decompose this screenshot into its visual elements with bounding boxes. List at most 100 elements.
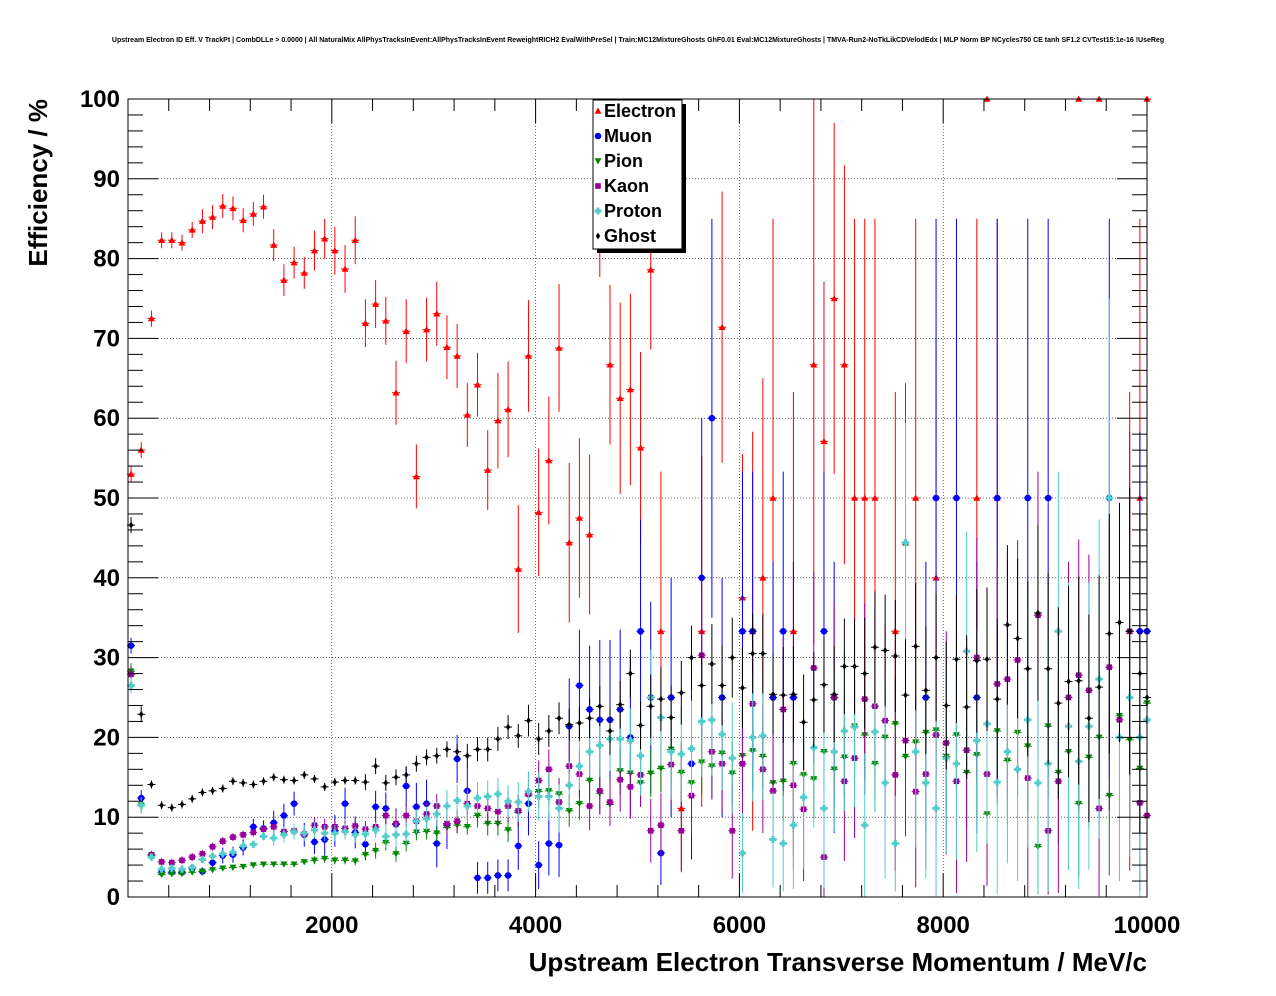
kaon-point (260, 826, 267, 832)
pion-point (423, 828, 431, 836)
electron-point (453, 352, 461, 359)
pion-point (575, 800, 583, 808)
proton-point (341, 828, 349, 836)
ghost-point (913, 642, 918, 650)
ghost-point (577, 719, 582, 727)
proton-point (178, 865, 186, 873)
legend-marker-kaon (595, 183, 601, 189)
legend-label-proton: Proton (604, 201, 662, 221)
electron-point (575, 514, 583, 521)
muon-point (311, 838, 318, 846)
electron-point (810, 361, 818, 368)
proton-point (779, 840, 787, 848)
ghost-point (454, 748, 460, 756)
ghost-point (1096, 683, 1102, 691)
proton-point (881, 779, 889, 787)
muon-point (372, 803, 379, 811)
electron-point (626, 385, 634, 393)
pion-point (321, 855, 329, 863)
pion-point (300, 859, 308, 866)
electron-point (209, 213, 217, 220)
muon-point (779, 627, 787, 635)
muon-point (708, 414, 716, 422)
legend-label-muon: Muon (604, 126, 652, 146)
kaon-point (158, 859, 165, 865)
proton-point (198, 855, 206, 863)
muon-point (362, 841, 369, 848)
muon-point (402, 782, 410, 790)
ghost-point (322, 783, 327, 791)
pion-point (657, 765, 665, 773)
y-tick-label: 30 (93, 645, 120, 672)
electron-point (321, 235, 329, 242)
electron-point (555, 344, 563, 351)
proton-point (851, 723, 859, 731)
legend: Electron Muon Pion Kaon Proton Ghost (592, 99, 686, 253)
ghost-point (302, 771, 307, 779)
kaon-point (403, 812, 409, 819)
electron-point (871, 494, 879, 501)
electron-point (647, 266, 655, 273)
muon-point (1044, 494, 1052, 502)
muon-point (555, 841, 563, 849)
muon-point (494, 872, 502, 879)
legend-box (592, 99, 683, 250)
kaon-point (444, 820, 450, 827)
electron-point (494, 417, 502, 424)
pion-point (586, 777, 594, 784)
y-axis-title: Efficiency / % (23, 99, 53, 267)
ghost-point (271, 773, 276, 781)
ghost-point (740, 684, 745, 692)
electron-point (341, 265, 349, 272)
pion-point (239, 863, 247, 871)
muon-point (932, 494, 940, 502)
proton-point (596, 741, 604, 749)
ghost-point (291, 776, 297, 784)
electron-point (260, 203, 268, 210)
ghost-point (546, 727, 552, 735)
kaon-point (647, 827, 654, 834)
pion-point (463, 823, 471, 831)
proton-point (637, 752, 645, 760)
ghost-point (516, 732, 521, 740)
ghost-point (495, 735, 501, 743)
kaon-point (270, 823, 277, 830)
muon-point (127, 642, 135, 649)
ghost-point (831, 690, 837, 698)
proton-point (361, 830, 369, 838)
electron-point (840, 361, 848, 368)
electron-point (830, 295, 838, 302)
electron-point (586, 531, 594, 538)
proton-point (575, 762, 583, 770)
proton-point (820, 804, 828, 812)
proton-point (331, 829, 339, 837)
ghost-point (801, 718, 806, 726)
proton-point (738, 849, 746, 857)
ghost-point (933, 654, 939, 662)
electron-point (524, 352, 532, 359)
ghost-point (974, 657, 980, 665)
proton-point (474, 794, 482, 802)
proton-point (1014, 765, 1022, 773)
proton-point (260, 832, 268, 840)
ghost-point (1117, 618, 1122, 626)
electron-point (637, 444, 645, 451)
muon-point (698, 574, 705, 582)
proton-point (168, 864, 176, 872)
proton-point (239, 842, 247, 850)
proton-point (453, 796, 461, 804)
proton-point (769, 836, 777, 844)
muon-point (820, 627, 828, 635)
proton-point (300, 829, 308, 837)
electron-point (361, 319, 369, 327)
proton-point (1105, 494, 1113, 502)
kaon-point (352, 823, 359, 829)
proton-point (677, 750, 685, 758)
ghost-point (1015, 634, 1020, 642)
proton-point (158, 865, 166, 873)
electron-point (229, 204, 237, 212)
proton-point (290, 828, 298, 836)
proton-point (463, 802, 471, 810)
electron-point (504, 405, 512, 413)
proton-point (321, 829, 329, 837)
